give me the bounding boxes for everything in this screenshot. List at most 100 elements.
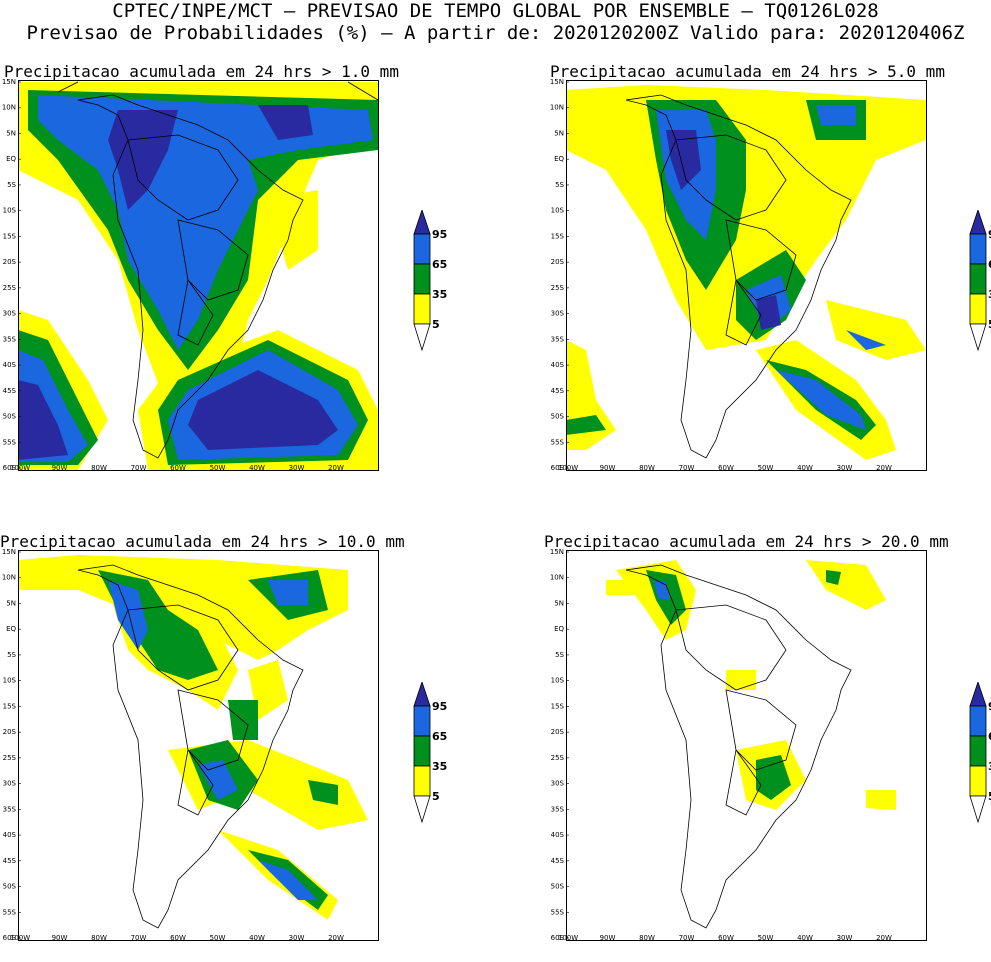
legend-swatch-65 [969,705,987,737]
color-legend: 95 65 35 5 [410,208,460,364]
panel-4: Precipitacao acumulada em 24 hrs > 20.0 … [544,532,991,962]
lat-tick-label: 20S [3,258,17,266]
lat-tick-label: 25S [3,754,17,762]
coastline [77,564,304,929]
legend-swatch-35 [413,263,431,295]
lat-tick-label: 60S [3,934,17,942]
lat-tick-label: 15N [2,78,16,86]
map-svg-1: 15N 10N 5N EQ 5S 10S 15S 20S 25S 30S 35S 40S 45S 50S 5… [2,78,379,472]
map-svg-4: 15N 10N 5N EQ 5S 10S 15S 20S 25S 30S 35S 40S 45S 50S 5… [550,548,927,942]
legend-svg: 95 65 35 5 [969,680,991,824]
legend-svg: 95 65 35 5 [413,208,447,352]
lon-tick-label: 40W [249,934,265,942]
color-legend: 95 65 35 5 [410,680,460,836]
lon-tick-label: 90W [600,934,616,942]
lat-tick-label: 5N [554,129,564,137]
legend-label-5: 5 [432,318,440,331]
lon-tick-label: 50W [210,464,226,472]
lat-tick-label: 5N [554,599,564,607]
legend-label-95: 95 [432,700,447,713]
lon-tick-label: 60W [170,934,186,942]
map-frame [18,80,379,471]
lat-tick-label: 60S [3,464,17,472]
lat-tick-label: 10N [2,104,16,112]
legend-label-95: 95 [988,228,991,241]
lat-tick-label: 50S [551,413,565,421]
lat-tick-label: 30S [3,780,17,788]
legend-label-35: 35 [432,288,447,301]
legend-svg: 95 65 35 5 [413,680,447,824]
legend-swatch-95 [969,208,987,235]
lat-tick-label: 15N [550,548,564,556]
lon-tick-label: 100W [558,934,578,942]
probability-shading [18,555,368,920]
lon-tick-label: 90W [52,934,68,942]
lon-tick-label: 60W [718,934,734,942]
lat-tick-label: 35S [551,805,565,813]
lon-tick-label: 30W [837,934,853,942]
legend-swatch-white [413,323,431,352]
lat-tick-label: 50S [3,883,17,891]
lat-tick-label: 60S [551,464,565,472]
legend-swatch-5 [413,293,431,325]
lat-tick-label: 40S [3,831,17,839]
legend-label-65: 65 [432,730,447,743]
lon-tick-label: 50W [758,934,774,942]
panel-1: Precipitacao acumulada em 24 hrs > 1.0 m… [0,62,447,492]
lat-tick-label: 25S [3,284,17,292]
precip-map: 15N 10N 5N EQ 5S 10S 15S 20S 25S 30S 35S 40S 45S 50S 5… [2,78,380,472]
lon-tick-label: 80W [91,464,107,472]
lat-tick-label: 60S [551,934,565,942]
lon-tick-label: 70W [131,464,147,472]
lat-tick-label: 10N [550,574,564,582]
legend-label-95: 95 [988,700,991,713]
lat-tick-label: 10S [551,677,565,685]
lon-tick-label: 50W [210,934,226,942]
lat-tick-label: 10S [551,207,565,215]
legend-swatch-white [969,795,987,824]
coastline [625,564,852,929]
lon-tick-label: 100W [10,934,30,942]
legend-swatch-35 [969,735,987,767]
lon-tick-label: 80W [91,934,107,942]
legend-swatch-5 [413,765,431,797]
lat-tick-label: 10N [2,574,16,582]
lat-tick-label: 55S [551,908,565,916]
figure-title-line-2: Previsao de Probabilidades (%) — A parti… [26,22,965,44]
lon-tick-label: 90W [600,464,616,472]
lat-tick-label: 50S [3,413,17,421]
panel-title: Precipitacao acumulada em 24 hrs > 1.0 m… [4,62,399,81]
lat-tick-label: 40S [551,361,565,369]
coastline [57,81,379,459]
lat-tick-label: 15S [551,232,565,240]
lat-tick-label: 55S [3,908,17,916]
lat-tick-label: 55S [551,438,565,446]
legend-swatch-65 [969,233,987,265]
lat-tick-label: 15N [550,78,564,86]
legend-label-5: 5 [988,790,991,803]
lon-tick-label: 80W [639,934,655,942]
legend-swatch-white [413,795,431,824]
probability-shading [606,560,896,810]
lon-tick-label: 40W [249,464,265,472]
lat-tick-label: 15S [3,702,17,710]
lat-tick-label: 40S [3,361,17,369]
lat-tick-label: EQ [554,625,564,633]
lon-tick-label: 50W [758,464,774,472]
lat-tick-label: 55S [3,438,17,446]
lon-tick-label: 70W [679,934,695,942]
lat-tick-label: 35S [3,335,17,343]
coastline [625,94,852,459]
panel-title: Precipitacao acumulada em 24 hrs > 20.0 … [544,532,949,551]
panel-title: Precipitacao acumulada em 24 hrs > 5.0 m… [550,62,945,81]
panel-title: Precipitacao acumulada em 24 hrs > 10.0 … [0,532,405,551]
lat-tick-label: 20S [551,728,565,736]
legend-swatch-5 [969,293,987,325]
precip-map: 15N 10N 5N EQ 5S 10S 15S 20S 25S 30S 35S 40S 45S 50S 5… [550,548,928,942]
lat-tick-label: 10S [3,207,17,215]
probability-shading [18,82,378,470]
lat-tick-label: 15S [551,702,565,710]
lon-tick-label: 20W [876,464,892,472]
lon-tick-label: 30W [837,464,853,472]
lon-tick-label: 30W [289,934,305,942]
